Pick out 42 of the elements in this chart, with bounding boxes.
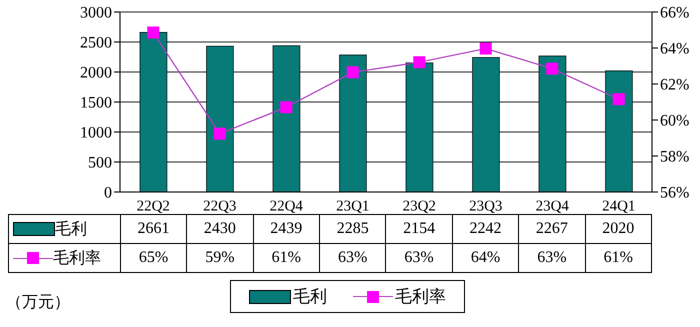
x-tick-label: 23Q3	[469, 198, 502, 215]
y2-tick-label: 56%	[660, 184, 690, 202]
legend-label: 毛利率	[53, 248, 101, 268]
data-label: 2267	[519, 215, 586, 243]
x-tick-label: 22Q3	[203, 198, 236, 215]
data-label: 2020	[586, 215, 652, 243]
data-label: 2661	[120, 215, 188, 243]
y2-tick-label: 58%	[660, 148, 690, 166]
y-tick-label: 1000	[80, 124, 112, 142]
data-label: 61%	[254, 244, 320, 272]
y2-tick-label: 66%	[660, 4, 690, 22]
x-tick-label: 22Q2	[136, 198, 170, 215]
data-label: 2439	[254, 215, 320, 243]
text: 毛利率	[395, 287, 446, 306]
data-label: 2430	[187, 215, 254, 243]
y-tick-label: 3000	[80, 4, 112, 22]
x-tick-label: 22Q4	[270, 198, 304, 215]
y2-tick-label: 62%	[660, 76, 690, 94]
x-tick-label: 23Q1	[336, 198, 370, 215]
x-tick-label: 23Q4	[536, 198, 570, 215]
legend-label: 毛利	[55, 220, 87, 240]
data-label: 63%	[320, 244, 386, 272]
text: 毛利	[293, 287, 327, 306]
data-label: 61%	[586, 244, 652, 272]
data-label: 64%	[452, 244, 520, 272]
data-label: 2285	[320, 215, 386, 243]
data-label: 63%	[386, 244, 453, 272]
text: （万元）	[6, 293, 70, 313]
x-tick-label: 23Q2	[402, 198, 436, 215]
y2-tick-label: 64%	[660, 40, 690, 58]
data-label: 63%	[519, 244, 586, 272]
y-tick-label: 500	[88, 154, 112, 172]
y-tick-label: 0	[104, 184, 112, 202]
data-label: 65%	[120, 244, 188, 272]
y-tick-label: 2000	[80, 64, 112, 82]
y-tick-label: 1500	[80, 94, 112, 112]
y2-tick-label: 60%	[660, 112, 690, 130]
data-label: 2154	[386, 215, 453, 243]
data-label: 2242	[452, 215, 520, 243]
y-tick-label: 2500	[80, 34, 112, 52]
x-tick-label: 24Q1	[602, 198, 636, 215]
data-label: 59%	[187, 244, 254, 272]
